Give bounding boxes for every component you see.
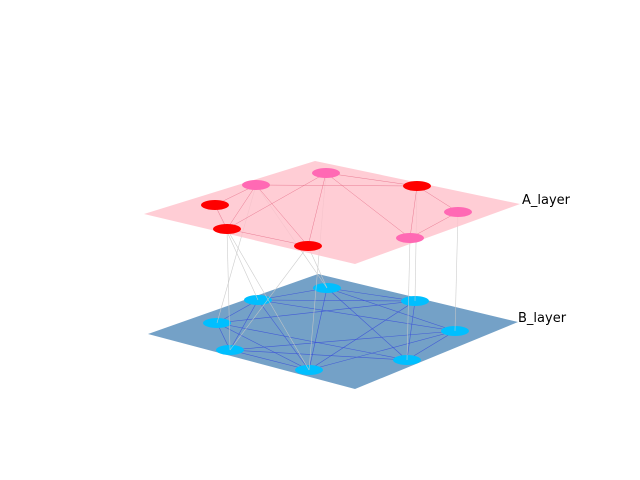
layer-b-edge-b4-b8 [326, 287, 408, 361]
layer-b-edge-b7-b8 [406, 330, 456, 361]
layer-a-edge-a2-a6 [255, 184, 418, 187]
layer-b-edge-b2-b6 [216, 300, 416, 324]
interlayer-edge-a7-b7 [454, 211, 459, 332]
layer-b-edge-b6-b8 [406, 300, 416, 361]
layer-a-edge-a3-a4 [226, 228, 309, 247]
interlayer-edge-a8-b8 [406, 237, 411, 361]
interlayer-edge-a3-b3 [226, 228, 231, 351]
layer-b-edge-b5-b6 [308, 300, 416, 371]
interlayer-edge-a4-b3 [229, 245, 309, 351]
layer-a-node-a4 [294, 241, 322, 251]
layer-a: A_layer [144, 161, 571, 264]
layer-b-edge-b3-b7 [229, 330, 456, 351]
layer-a-edge-a5-a8 [325, 172, 411, 239]
layer-a-node-a3 [213, 224, 241, 234]
layer-a-edge-a2-a4 [255, 184, 309, 247]
layer-b-edge-b4-b5 [308, 287, 328, 371]
layer-a-edge-a3-a5 [226, 172, 327, 230]
layer-b-edge-b2-b8 [216, 322, 408, 361]
layer-a-edge-a2-a3 [226, 184, 257, 230]
layer-b-edge-b2-b5 [216, 322, 310, 371]
layer-a-node-a8 [396, 233, 424, 243]
layer-b-edge-b1-b6 [257, 299, 416, 302]
layer-b-edge-b4-b6 [326, 287, 416, 302]
layer-a-node-a6 [403, 181, 431, 191]
layer-a-edge-a7-a8 [409, 211, 459, 239]
layer-a-edge-a6-a8 [409, 185, 418, 239]
layer-b-edge-b4-b7 [326, 287, 456, 332]
layer-a-node-a2 [242, 180, 270, 190]
layer-b-label: B_layer [518, 311, 567, 326]
layer-b: B_layer [148, 274, 567, 389]
layer-b-edge-b1-b7 [257, 299, 456, 332]
layer-b-edge-b1-b3 [229, 299, 259, 351]
layer-a-node-a7 [444, 207, 472, 217]
layer-a-edge-a6-a5 [325, 172, 418, 187]
layer-a-label: A_layer [522, 193, 571, 208]
layer-a-nodes [201, 168, 472, 251]
layer-a-node-a5 [312, 168, 340, 178]
layer-a-node-a1 [201, 200, 229, 210]
layer-b-edge-b5-b7 [308, 330, 456, 371]
layer-b-edge-b3-b5 [229, 349, 310, 371]
layer-b-edge-b3-b8 [229, 349, 408, 361]
layer-b-edges [216, 287, 456, 371]
layer-b-edge-b1-b5 [257, 299, 310, 371]
